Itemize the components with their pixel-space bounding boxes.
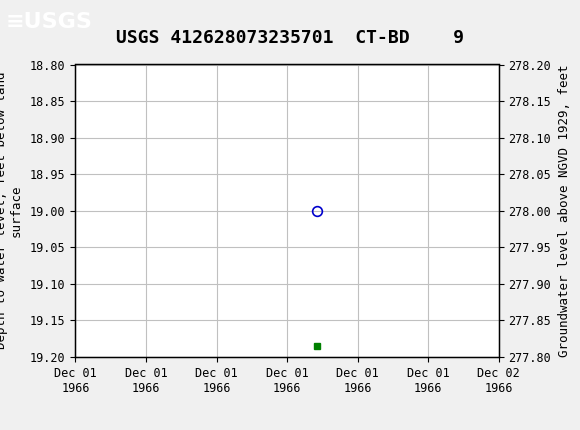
Text: USGS 412628073235701  CT-BD    9: USGS 412628073235701 CT-BD 9 [116,29,464,47]
Text: ≡USGS: ≡USGS [6,12,93,31]
Y-axis label: Depth to water level, feet below land
surface: Depth to water level, feet below land su… [0,72,23,350]
Y-axis label: Groundwater level above NGVD 1929, feet: Groundwater level above NGVD 1929, feet [558,64,571,357]
